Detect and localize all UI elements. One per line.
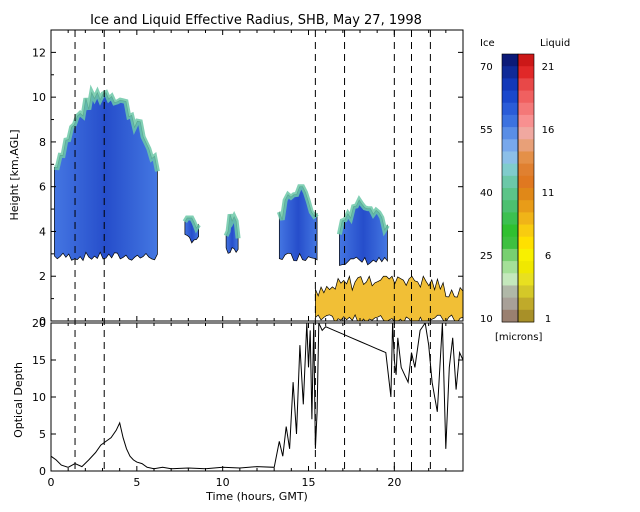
- time-tick-label: 5: [133, 476, 140, 489]
- colorbar-liquid-swatch: [518, 151, 534, 165]
- bottom-panel-frame: [50, 322, 464, 472]
- colorbar-ice-swatch: [502, 139, 518, 152]
- colorbar-liquid-swatch: [518, 90, 534, 104]
- colorbar-ice-label: Ice: [480, 38, 495, 49]
- cloud-liquid-cloud-low: [315, 274, 463, 321]
- colorbar-units: [microns]: [495, 332, 542, 343]
- colorbar-liquid-swatch: [518, 297, 534, 311]
- colorbar-ice-swatch: [502, 273, 518, 286]
- colorbar-ice-swatch: [502, 151, 518, 165]
- od-tick-label: 0: [39, 465, 46, 478]
- cloud-edge-ice-cloud-patch-2: [223, 210, 241, 239]
- height-tick-label: 6: [39, 181, 46, 194]
- colorbar-liquid-frame: [517, 53, 535, 323]
- colorbar-liquid-swatch: [518, 248, 534, 262]
- height-tick-label: 12: [32, 46, 46, 59]
- colorbar-ice-swatch: [502, 54, 518, 67]
- time-tick-label: 10: [216, 476, 230, 489]
- colorbar-liquid-swatch: [518, 285, 534, 299]
- chart-title: Ice and Liquid Effective Radius, SHB, Ma…: [90, 13, 422, 28]
- colorbar-ice-tick-label: 10: [480, 314, 493, 325]
- colorbar-liquid-swatch: [518, 273, 534, 286]
- time-tick-label: 15: [302, 476, 316, 489]
- colorbar-ice-tick-label: 25: [480, 251, 493, 262]
- colorbar-liquid-swatch: [518, 127, 534, 140]
- height-tick-label: 8: [39, 136, 46, 149]
- colorbar-ice-swatch: [502, 163, 518, 177]
- od-tick-label: 10: [32, 391, 46, 404]
- cloud-edge-ice-cloud-afternoon: [276, 184, 319, 221]
- optical-depth-series: [51, 323, 463, 470]
- colorbar-liquid-swatch: [518, 175, 534, 189]
- cloud-edge-ice-cloud-morning: [54, 84, 160, 172]
- colorbar-ticks: 70 55 40 25 10 21 16 11 6 1: [480, 62, 554, 325]
- colorbar-liquid-swatch: [518, 212, 534, 226]
- colorbar-liquid-swatch: [518, 224, 534, 238]
- colorbar-ice-swatch: [502, 188, 518, 201]
- colorbar-liquid-swatch: [518, 309, 534, 323]
- colorbar-liquid-tick-label: 21: [542, 62, 555, 73]
- time-tick-label: 0: [48, 476, 55, 489]
- colorbar-ice-swatch: [502, 200, 518, 213]
- colorbar-liquid-swatch: [518, 163, 534, 177]
- colorbar-ice-swatch: [502, 236, 518, 250]
- colorbar-ice-tick-label: 70: [480, 62, 493, 73]
- colorbar-liquid-swatch: [518, 66, 534, 79]
- colorbar-liquid-swatch: [518, 139, 534, 152]
- optical-depth-axis-label: Optical Depth: [12, 362, 25, 438]
- colorbar-liquid-swatch: [518, 78, 534, 92]
- colorbar-ice-swatch: [502, 297, 518, 311]
- colorbar-ice-swatch: [502, 127, 518, 140]
- colorbar-ice-swatch: [502, 224, 518, 238]
- colorbar-liquid-scale: [518, 54, 534, 323]
- height-axis-label: Height [km,AGL]: [8, 129, 21, 220]
- cloud-edge-ice-cloud-evening: [336, 195, 390, 237]
- od-tick-label: 20: [32, 317, 46, 330]
- height-tick-label: 0: [39, 315, 46, 328]
- colorbar: Ice Liquid 70 55 40 25 10 21 16 11 6 1 [microns]: [480, 38, 570, 343]
- cloud-ice-cloud-morning: [54, 91, 158, 262]
- colorbar-liquid-swatch: [518, 261, 534, 274]
- colorbar-ice-swatch: [502, 212, 518, 226]
- height-tick-label: 4: [39, 225, 46, 238]
- od-tick-label: 5: [39, 428, 46, 441]
- cloud-edge-ice-cloud-patch-1: [182, 215, 201, 234]
- colorbar-liquid-swatch: [518, 236, 534, 250]
- colorbar-liquid-tick-label: 11: [542, 188, 555, 199]
- colorbar-ice-swatch: [502, 90, 518, 104]
- colorbar-ice-swatch: [502, 114, 518, 128]
- colorbar-ice-tick-label: 40: [480, 188, 493, 199]
- colorbar-liquid-swatch: [518, 200, 534, 213]
- colorbar-liquid-tick-label: 1: [545, 314, 551, 325]
- colorbar-ice-scale: [502, 54, 518, 323]
- colorbar-ice-swatch: [502, 261, 518, 274]
- height-axis: 0 2 4 6 8 10 12: [32, 30, 464, 328]
- time-tick-label: 20: [387, 476, 401, 489]
- colorbar-ice-swatch: [502, 78, 518, 92]
- colorbar-ice-swatch: [502, 248, 518, 262]
- colorbar-liquid-swatch: [518, 54, 534, 67]
- effective-radius-field: [54, 84, 463, 321]
- colorbar-ice-swatch: [502, 309, 518, 323]
- height-tick-label: 10: [32, 91, 46, 104]
- colorbar-ice-swatch: [502, 66, 518, 79]
- time-axis-label: Time (hours, GMT): [205, 490, 308, 503]
- colorbar-ice-swatch: [502, 285, 518, 299]
- colorbar-liquid-swatch: [518, 114, 534, 128]
- dashed-time-markers: [74, 30, 431, 471]
- colorbar-liquid-label: Liquid: [540, 38, 570, 49]
- colorbar-liquid-swatch: [518, 188, 534, 201]
- height-tick-label: 2: [39, 270, 46, 283]
- colorbar-ice-swatch: [502, 175, 518, 189]
- colorbar-ice-swatch: [502, 102, 518, 116]
- od-tick-label: 15: [32, 354, 46, 367]
- colorbar-liquid-tick-label: 16: [542, 125, 555, 136]
- colorbar-ice-tick-label: 55: [480, 125, 493, 136]
- colorbar-liquid-tick-label: 6: [545, 251, 551, 262]
- colorbar-liquid-swatch: [518, 102, 534, 116]
